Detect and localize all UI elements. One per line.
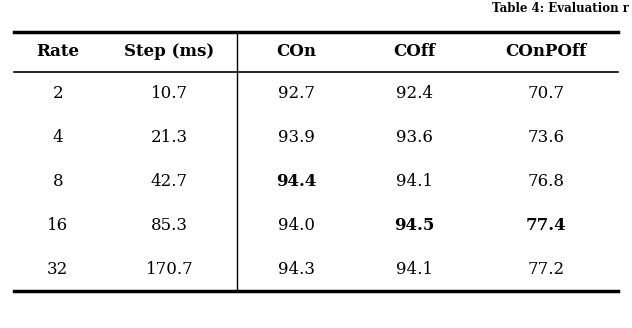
Text: Table 4: Evaluation r: Table 4: Evaluation r xyxy=(492,2,629,15)
Text: 21.3: 21.3 xyxy=(151,129,188,146)
Text: 92.4: 92.4 xyxy=(396,85,433,102)
Text: 76.8: 76.8 xyxy=(527,173,564,190)
Text: 94.4: 94.4 xyxy=(276,173,317,190)
Text: 4: 4 xyxy=(52,129,63,146)
Text: 2: 2 xyxy=(52,85,63,102)
Text: 8: 8 xyxy=(52,173,63,190)
Text: 16: 16 xyxy=(47,217,68,234)
Text: 92.7: 92.7 xyxy=(278,85,315,102)
Text: 94.0: 94.0 xyxy=(278,217,315,234)
Text: 32: 32 xyxy=(47,261,68,277)
Text: 170.7: 170.7 xyxy=(145,261,193,277)
Text: 42.7: 42.7 xyxy=(151,173,188,190)
Text: 93.6: 93.6 xyxy=(396,129,433,146)
Text: 73.6: 73.6 xyxy=(527,129,564,146)
Text: 10.7: 10.7 xyxy=(151,85,188,102)
Text: 77.2: 77.2 xyxy=(527,261,564,277)
Text: 93.9: 93.9 xyxy=(278,129,315,146)
Text: 94.1: 94.1 xyxy=(396,173,433,190)
Text: COn: COn xyxy=(276,44,316,60)
Text: 94.1: 94.1 xyxy=(396,261,433,277)
Text: 94.3: 94.3 xyxy=(278,261,315,277)
Text: 70.7: 70.7 xyxy=(527,85,564,102)
Text: COff: COff xyxy=(393,44,435,60)
Text: Rate: Rate xyxy=(36,44,79,60)
Text: 77.4: 77.4 xyxy=(525,217,566,234)
Text: Step (ms): Step (ms) xyxy=(125,44,214,60)
Text: 85.3: 85.3 xyxy=(151,217,188,234)
Text: 94.5: 94.5 xyxy=(394,217,435,234)
Text: COnPOff: COnPOff xyxy=(505,44,586,60)
